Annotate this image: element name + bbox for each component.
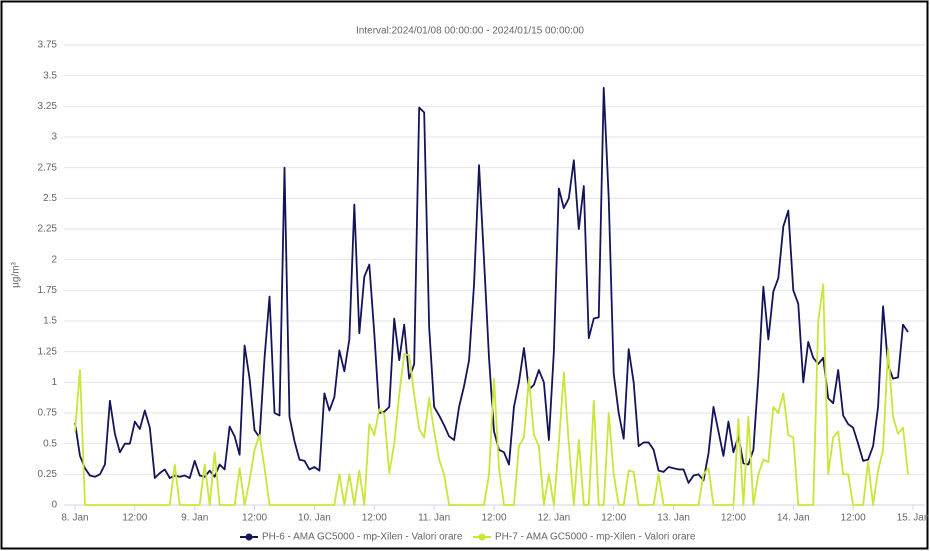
x-tick-label: 12:00 [601,513,626,524]
x-tick-label: 13. Jan [657,513,690,524]
x-tick-label: 9. Jan [181,513,208,524]
y-tick-label: 0 [51,500,57,511]
chart-title: Interval:2024/01/08 00:00:00 - 2024/01/1… [356,26,584,37]
legend-label: PH-6 - AMA GC5000 - mp-Xilen - Valori or… [262,532,463,543]
y-tick-label: 3 [51,132,57,143]
y-tick-label: 0.75 [38,408,58,419]
y-tick-label: 2.5 [43,193,57,204]
y-tick-label: 0.25 [38,469,58,480]
x-tick-label: 12:00 [242,513,267,524]
x-tick-label: 10. Jan [298,513,331,524]
x-tick-label: 14. Jan [777,513,810,524]
y-tick-label: 0.5 [43,438,57,449]
series-line [74,87,909,484]
y-tick-label: 1.75 [38,285,58,296]
x-tick-label: 11. Jan [418,513,450,524]
x-tick-label: 12. Jan [537,513,570,524]
series-line [74,283,909,506]
y-tick-label: 1.5 [43,316,57,327]
y-tick-label: 2.75 [38,162,58,173]
y-axis-label: µg/m³ [11,261,22,287]
legend-marker [245,533,253,541]
x-tick-label: 12:00 [721,513,746,524]
y-tick-label: 1.25 [38,346,58,357]
y-tick-label: 2.25 [38,224,58,235]
x-tick-label: 8. Jan [61,513,88,524]
x-tick-label: 12:00 [841,513,866,524]
y-tick-label: 3.25 [38,101,58,112]
x-tick-label: 12:00 [362,513,387,524]
legend-marker [478,533,486,541]
y-tick-label: 3.75 [38,40,58,51]
y-tick-label: 3.5 [43,70,57,81]
legend-label: PH-7 - AMA GC5000 - mp-Xilen - Valori or… [495,532,696,543]
y-tick-label: 1 [51,377,57,388]
x-tick-label: 12:00 [481,513,506,524]
x-tick-label: 12:00 [122,513,147,524]
x-tick-label: 15. Jan [897,513,930,524]
y-tick-label: 2 [51,254,57,265]
